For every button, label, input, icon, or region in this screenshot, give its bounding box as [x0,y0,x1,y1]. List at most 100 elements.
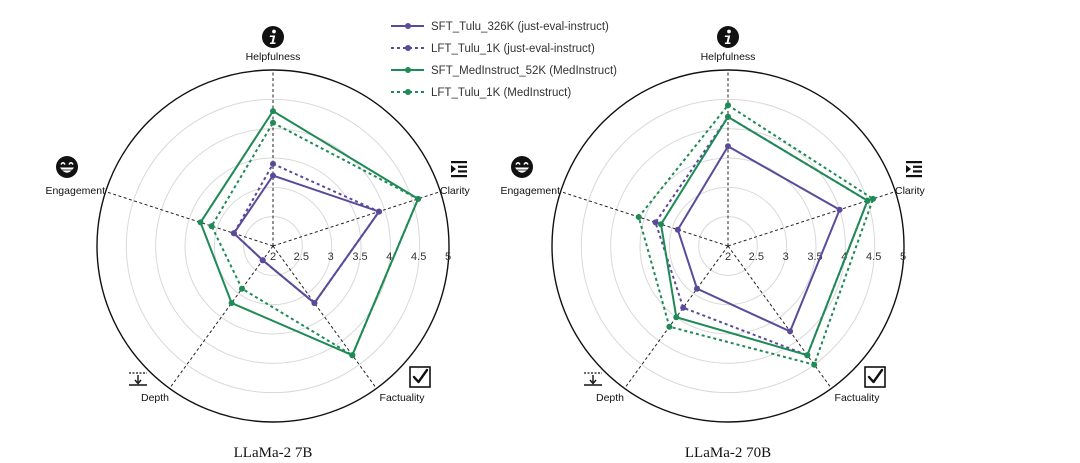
data-point-depth [259,257,266,264]
data-point-helpfulness [725,113,731,120]
data-point-factuality [311,300,318,306]
legend-entry-sft-medinstruct-52k-medinstruct: SFT_MedInstruct_52K (MedInstruct) [391,65,617,77]
radar-grid-ring [125,98,421,394]
series-lft-tulu-1k-medinstruct [635,102,877,368]
checkbox-icon [409,366,431,388]
series-line [659,115,869,357]
radar-grid [96,69,450,423]
legend-label: SFT_MedInstruct_52K (MedInstruct) [431,65,617,77]
legend-label: SFT_Tulu_326K (just-eval-instruct) [431,21,609,33]
series-lft-tulu-1k-just-eval-instruct [230,160,382,306]
checkbox-icon [864,366,886,388]
axis-label-helpfulness: Helpfulness [246,51,301,63]
series-lft-tulu-1k-medinstruct [208,119,422,359]
tick-label: 2 [270,251,276,263]
data-point-factuality [349,352,356,359]
grin-face-icon [56,156,78,178]
series-line [232,162,381,305]
data-point-depth [666,323,673,330]
chart-title: LLaMa-2 7B [234,445,313,461]
tick-label: 4 [841,251,847,263]
legend-marker [405,67,411,73]
legend-label: LFT_Tulu_1K (MedInstruct) [431,87,571,99]
data-point-helpfulness [270,119,276,126]
series-line [676,144,841,333]
radar-grid-ring [580,98,876,394]
axis-label-clarity: Clarity [440,185,471,197]
info-icon [717,26,739,48]
data-point-clarity [870,195,877,202]
tick-label: 4 [386,251,392,263]
radar-chart-llama2-7b: 2 2.5 3 3.5 4 4.5 5 Helpfulness Clarity Factualit… [45,26,471,461]
info-icon [262,26,284,48]
data-point-clarity [864,197,871,204]
axis-spoke-factuality [272,245,377,389]
data-point-clarity [376,208,382,215]
data-point-depth [239,285,245,292]
tick-label: 5 [900,251,906,263]
series-sft-tulu-326k-just-eval-instruct [674,143,843,335]
data-point-depth [694,285,700,292]
series-line [210,121,420,357]
grin-face-icon [511,156,533,178]
radar-grid-ring [213,186,333,306]
radar-chart-llama2-70b: 2 2.5 3 3.5 4 4.5 5HelpfulnessClarityFactualit… [500,26,926,461]
data-point-engagement [230,230,237,237]
radar-grid-ring [668,186,788,306]
data-point-factuality [811,361,818,368]
radar-outer-ring [551,69,905,423]
data-point-helpfulness [270,160,276,167]
series-lft-tulu-1k-just-eval-instruct [652,113,871,359]
tick-label: 4.5 [411,251,426,263]
tick-label: 3.5 [352,251,367,263]
axis-label-depth: Depth [596,392,624,404]
data-point-clarity [836,206,843,213]
tick-label: 4.5 [866,251,881,263]
axis-spoke-clarity [727,191,896,247]
data-point-factuality [787,328,794,335]
tick-label: 5 [445,251,451,263]
tick-label: 2.5 [294,251,309,263]
chart-title: LLaMa-2 70B [685,445,771,461]
data-point-helpfulness [270,108,276,115]
data-point-engagement [652,219,659,226]
data-point-clarity [415,195,422,202]
data-point-engagement [674,226,681,233]
tick-label: 3 [783,251,789,263]
axis-label-clarity: Clarity [895,185,926,197]
axis-label-engagement: Engagement [500,185,560,197]
tick-label: 2.5 [749,251,764,263]
radar-grid [551,69,905,423]
radar-outer-ring [96,69,450,423]
data-point-helpfulness [725,102,731,109]
axis-label-helpfulness: Helpfulness [701,51,756,63]
axis-spoke-clarity [272,191,441,247]
depth-icon [584,372,602,386]
legend-marker [405,45,411,51]
indent-list-icon [451,161,467,178]
series-sft-medinstruct-52k-medinstruct [658,113,871,359]
axis-spoke-engagement [105,191,274,247]
axis-spoke-engagement [560,191,729,247]
data-point-depth [673,314,680,321]
data-point-helpfulness [270,172,276,179]
data-point-factuality [804,352,811,359]
data-point-depth [680,304,687,311]
legend-marker [405,23,411,29]
data-point-engagement [658,221,664,228]
indent-list-icon [906,161,922,178]
series-line [654,115,869,357]
axis-label-factuality: Factuality [835,392,881,404]
legend-label: LFT_Tulu_1K (just-eval-instruct) [431,43,595,55]
axis-spoke-depth [169,245,274,389]
data-point-engagement [197,219,204,226]
data-point-helpfulness [725,143,731,150]
data-point-depth [228,300,235,306]
axis-label-depth: Depth [141,392,169,404]
data-point-engagement [208,223,215,230]
axis-spoke-factuality [727,245,832,389]
series-line [637,103,875,366]
tick-label: 3 [328,251,334,263]
legend-entry-lft-tulu-1k-just-eval-instruct: LFT_Tulu_1K (just-eval-instruct) [391,43,595,55]
